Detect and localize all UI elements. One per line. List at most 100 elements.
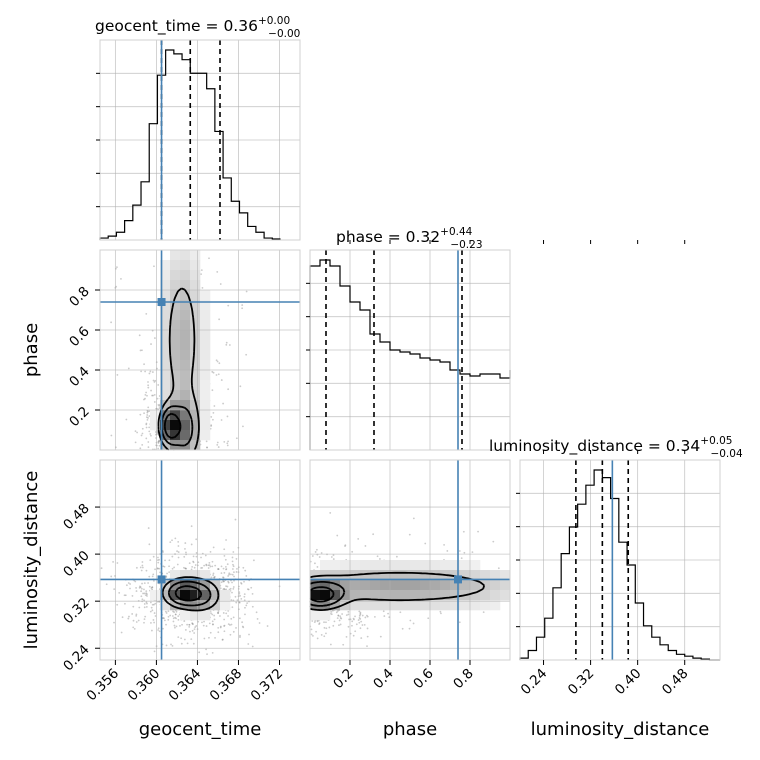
scatter-point (163, 617, 165, 620)
density-cell (160, 370, 171, 381)
scatter-point (177, 545, 180, 547)
scatter-point (156, 567, 159, 570)
scatter-point (239, 594, 241, 597)
density-cell (420, 570, 431, 581)
density-cell (380, 600, 391, 611)
scatter-point (141, 566, 144, 569)
scatter-point (113, 588, 116, 591)
density-cell (470, 580, 481, 591)
scatter-point (147, 381, 149, 383)
density-cell (170, 250, 181, 261)
scatter-point (172, 620, 175, 623)
scatter-point (116, 603, 119, 606)
scatter-point (213, 405, 216, 407)
scatter-point (228, 588, 231, 591)
scatter-point (222, 580, 225, 583)
scatter-point (211, 389, 214, 392)
scatter-point (135, 587, 137, 589)
scatter-point (223, 625, 226, 627)
y-tick-label: 0.6 (66, 324, 93, 351)
scatter-point (361, 624, 364, 626)
scatter-point (323, 626, 326, 629)
scatter-point (477, 530, 479, 533)
scatter-point (134, 580, 137, 583)
scatter-point (141, 427, 144, 430)
scatter-point (232, 630, 235, 633)
scatter-point (135, 621, 138, 623)
scatter-point (165, 623, 167, 626)
scatter-point (310, 633, 313, 636)
scatter-point (251, 605, 254, 608)
density-cell (170, 320, 181, 331)
scatter-point (225, 568, 227, 571)
density-cell (480, 600, 491, 611)
scatter-point (149, 433, 152, 435)
scatter-point (341, 613, 344, 615)
scatter-point (135, 613, 138, 616)
scatter-point (171, 555, 174, 558)
scatter-point (146, 602, 148, 605)
scatter-point (193, 632, 196, 634)
scatter-point (446, 550, 449, 552)
density-cell (200, 380, 211, 391)
scatter-point (214, 636, 216, 639)
scatter-point (164, 610, 167, 613)
scatter-point (174, 616, 177, 619)
scatter-point (211, 370, 214, 373)
scatter-point (128, 615, 130, 618)
scatter-point (348, 618, 351, 621)
scatter-point (143, 398, 145, 401)
density-cell (450, 570, 461, 581)
density-cell (200, 390, 211, 401)
scatter-point (225, 341, 228, 344)
scatter-point (154, 379, 157, 382)
scatter-point (233, 571, 235, 574)
density-cell (180, 580, 191, 591)
scatter-point (227, 615, 229, 617)
scatter-point (176, 563, 179, 566)
density-cell (170, 390, 181, 401)
scatter-point (177, 556, 180, 559)
scatter-point (225, 539, 227, 541)
scatter-point (145, 423, 148, 426)
scatter-point (323, 621, 325, 624)
scatter-point (247, 643, 250, 645)
scatter-point (142, 592, 144, 595)
scatter-point (255, 611, 258, 614)
scatter-point (147, 527, 150, 529)
scatter-point (221, 638, 224, 641)
scatter-point (152, 619, 155, 621)
density-cell (320, 560, 331, 571)
scatter-point (222, 402, 225, 405)
density-cell (420, 560, 431, 571)
scatter-point (163, 565, 166, 568)
scatter-point (156, 397, 159, 400)
density-cell (180, 410, 191, 421)
scatter-point (243, 593, 246, 596)
scatter-point (158, 439, 161, 442)
scatter-point (244, 606, 246, 609)
x-tick-label: 0.360 (125, 666, 164, 705)
density-cell (170, 300, 181, 311)
scatter-point (220, 581, 223, 584)
scatter-point (401, 627, 404, 630)
scatter-point (123, 594, 126, 597)
scatter-point (146, 418, 149, 421)
density-cell (460, 600, 471, 611)
scatter-point (246, 602, 249, 605)
x-tick-label: 0.356 (84, 666, 123, 705)
x-tick-label: 0.364 (166, 666, 205, 705)
scatter-point (220, 379, 223, 381)
scatter-point (148, 410, 151, 413)
density-cell (440, 600, 451, 611)
scatter-point (232, 565, 235, 568)
scatter-point (120, 277, 122, 280)
scatter-point (318, 556, 321, 558)
scatter-point (337, 614, 340, 617)
scatter-point (222, 580, 224, 582)
scatter-point (154, 568, 156, 571)
scatter-point (344, 544, 347, 546)
scatter-point (329, 643, 332, 646)
scatter-point (219, 626, 222, 629)
density-cell (470, 560, 481, 571)
